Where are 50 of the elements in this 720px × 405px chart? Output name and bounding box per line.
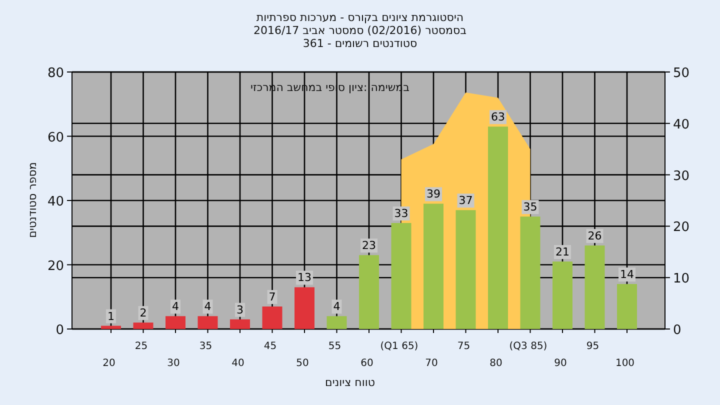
- bar: [133, 322, 154, 329]
- x-tick-label: 40: [232, 358, 244, 369]
- chart-title: היסטוגרמת ציונים בקורס - מערכות ספרתיות: [256, 11, 464, 24]
- bar: [391, 222, 412, 329]
- text: סטודנטים רשומים - 361: [302, 37, 418, 50]
- bar: [166, 316, 186, 329]
- y-axis-title: מספר סטודנטים: [26, 162, 39, 238]
- bar: [294, 287, 314, 329]
- x-tick-label: 25: [134, 341, 148, 352]
- y2-tick-label: 30: [673, 168, 690, 184]
- x-tick-label: (Q1 65): [380, 341, 418, 352]
- bar: [456, 210, 476, 329]
- bar: [584, 245, 605, 329]
- bar: [101, 326, 121, 329]
- y-tick-label: 80: [47, 66, 64, 81]
- x-tick-label: 20: [102, 358, 116, 369]
- x-tick-label: 60: [360, 358, 374, 369]
- bar: [359, 255, 379, 329]
- bar: [520, 216, 540, 329]
- bar: [617, 284, 637, 329]
- bar: [424, 204, 444, 329]
- bar: [488, 126, 508, 329]
- x-tick-label: 100: [615, 358, 635, 369]
- x-tick-label: 55: [328, 341, 342, 352]
- bar: [552, 262, 572, 329]
- x-tick-label: 75: [457, 341, 470, 352]
- y2-tick-label: 40: [673, 117, 690, 132]
- x-tick-label: 80: [490, 358, 502, 369]
- x-tick-label: 95: [586, 341, 600, 352]
- x-tick-label: (Q3 85): [509, 341, 548, 352]
- x-tick-label: 90: [554, 358, 567, 369]
- bar: [326, 316, 347, 329]
- y-tick-label: 60: [47, 130, 64, 146]
- y2-tick-label: 20: [673, 220, 690, 236]
- y2-tick-label: 50: [673, 66, 690, 81]
- y-tick-label: 0: [56, 323, 64, 338]
- y2-tick-label: 10: [673, 272, 690, 287]
- x-tick-label: 30: [167, 358, 180, 369]
- bar: [198, 316, 218, 329]
- bar: [230, 319, 250, 329]
- x-tick-label: 35: [199, 341, 212, 352]
- y2-tick-label: 0: [673, 323, 682, 338]
- x-tick-label: 70: [425, 358, 438, 369]
- y-tick-label: 20: [47, 258, 64, 274]
- x-tick-label: 45: [264, 341, 277, 352]
- bar: [262, 306, 282, 329]
- chart-subtitle: בסמסטר (02/2016) סמסטר אביב 2016/17: [253, 24, 467, 37]
- y-tick-label: 40: [47, 194, 64, 210]
- x-axis-title: טווח ציונים: [325, 376, 375, 389]
- x-tick-label: 50: [296, 358, 309, 369]
